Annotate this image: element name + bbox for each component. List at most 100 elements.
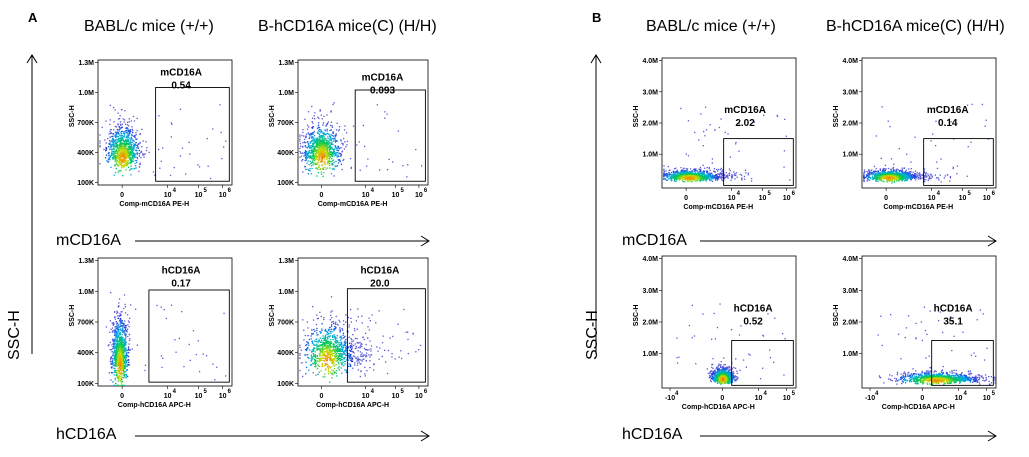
event-point: [331, 317, 333, 319]
event-point: [329, 347, 332, 349]
event-point: [321, 357, 323, 359]
event-point: [111, 139, 113, 141]
event-point: [324, 147, 326, 149]
event-point: [892, 166, 895, 169]
event-point: [931, 176, 934, 178]
event-point: [327, 160, 329, 162]
event-point: [183, 366, 185, 368]
event-point: [134, 156, 137, 158]
event-point: [311, 121, 313, 123]
event-point: [326, 331, 329, 333]
event-point: [337, 324, 339, 326]
event-point: [314, 152, 317, 155]
event-point: [356, 341, 358, 344]
event-point: [324, 369, 327, 371]
event-point: [684, 170, 687, 172]
event-point: [112, 330, 114, 332]
event-point: [313, 132, 315, 134]
event-point: [928, 178, 931, 180]
event-point: [126, 147, 128, 149]
event-point: [114, 326, 116, 328]
event-point: [121, 161, 123, 163]
event-point: [308, 338, 310, 341]
event-point: [715, 168, 718, 171]
x-tick-label: 10: [415, 393, 423, 400]
event-point: [329, 138, 331, 140]
event-point: [311, 341, 314, 343]
x-tick-label: 10: [219, 192, 227, 199]
event-point: [343, 365, 345, 367]
event-point: [325, 358, 327, 360]
event-point: [123, 150, 125, 153]
event-point: [325, 340, 327, 343]
event-point: [121, 158, 124, 160]
event-point: [665, 170, 667, 172]
event-point: [325, 340, 327, 342]
event-point: [332, 131, 334, 133]
event-point: [141, 146, 143, 148]
event-point: [115, 337, 117, 339]
event-point: [114, 353, 116, 355]
event-point: [339, 331, 341, 333]
event-point: [310, 133, 312, 135]
event-point: [938, 179, 940, 181]
event-point: [320, 332, 322, 334]
event-point: [138, 170, 140, 173]
event-point: [709, 124, 711, 126]
event-point: [134, 162, 136, 165]
event-point: [336, 348, 338, 350]
event-point: [317, 345, 319, 347]
event-point: [306, 354, 308, 356]
event-point: [126, 163, 128, 165]
event-point: [329, 344, 331, 346]
event-point: [307, 347, 309, 350]
event-point: [366, 349, 368, 351]
event-point: [130, 168, 132, 170]
event-point: [327, 347, 330, 349]
event-point: [125, 141, 128, 144]
event-point: [316, 334, 318, 336]
event-point: [132, 132, 134, 134]
event-point: [336, 335, 338, 337]
event-point: [159, 167, 161, 169]
event-point: [306, 124, 309, 126]
event-point: [312, 353, 314, 355]
event-point: [109, 360, 112, 363]
event-point: [121, 380, 124, 383]
event-point: [118, 126, 120, 128]
event-point: [324, 153, 326, 156]
event-point: [324, 328, 327, 331]
event-point: [331, 336, 334, 338]
event-point: [112, 360, 114, 362]
event-point: [721, 174, 723, 176]
event-point: [323, 172, 325, 174]
panel-letter-a: A: [28, 10, 38, 25]
event-point: [672, 172, 675, 174]
event-point: [333, 371, 335, 373]
event-point: [116, 384, 118, 386]
event-point: [318, 157, 320, 159]
event-point: [319, 151, 322, 153]
event-point: [708, 177, 710, 179]
event-point: [346, 359, 348, 361]
event-point: [355, 357, 358, 359]
event-point: [117, 362, 119, 364]
event-point: [328, 158, 331, 160]
event-point: [329, 354, 331, 356]
event-point: [351, 359, 353, 361]
event-point: [407, 331, 409, 333]
event-point: [112, 354, 114, 357]
event-point: [120, 139, 123, 142]
x-axis-title: Comp-mCD16A PE-H: [318, 201, 388, 208]
event-point: [152, 171, 155, 173]
event-point: [313, 137, 315, 139]
event-point: [680, 178, 682, 180]
event-point: [131, 151, 133, 153]
event-point: [304, 152, 306, 154]
event-point: [332, 151, 335, 153]
event-point: [118, 342, 120, 344]
event-point: [338, 363, 340, 365]
event-point: [114, 365, 116, 367]
event-point: [122, 149, 124, 151]
event-point: [120, 162, 122, 164]
